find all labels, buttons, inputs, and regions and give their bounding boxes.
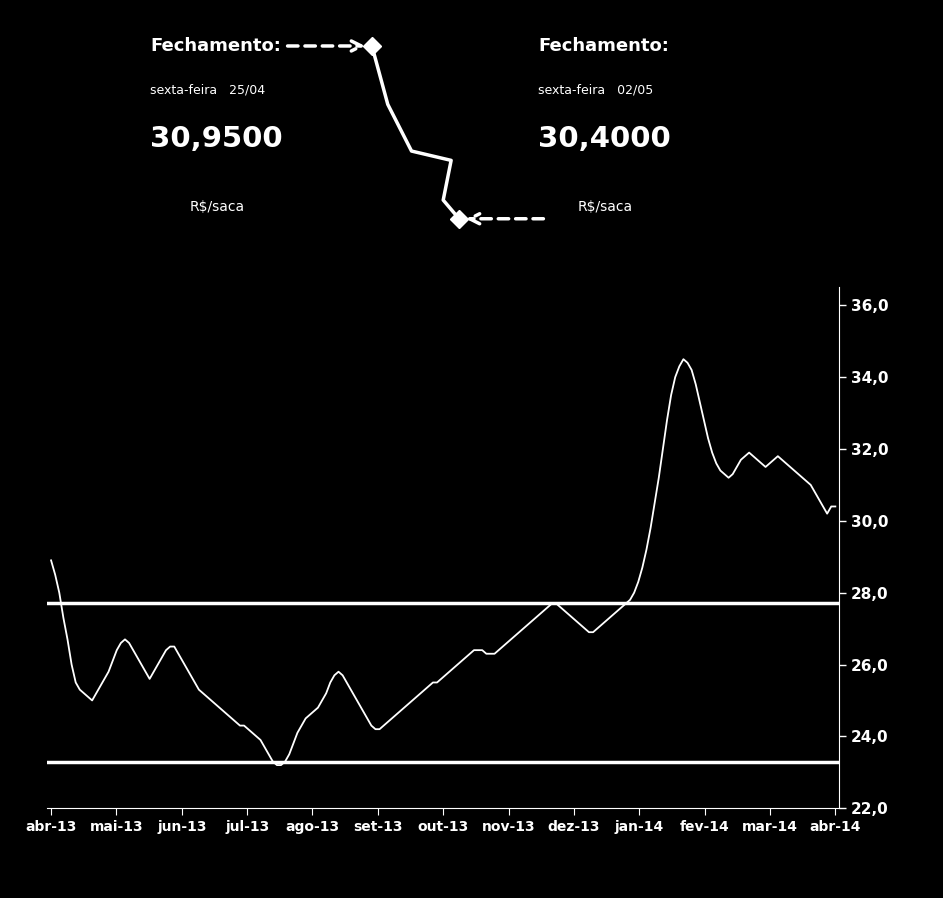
Text: Fechamento:: Fechamento: [538,37,670,55]
Text: 30,4000: 30,4000 [538,126,671,154]
Text: sexta-feira   02/05: sexta-feira 02/05 [538,84,653,96]
Text: sexta-feira   25/04: sexta-feira 25/04 [150,84,265,96]
Text: Fechamento:: Fechamento: [150,37,281,55]
Text: R$/saca: R$/saca [190,200,245,214]
Text: 30,9500: 30,9500 [150,126,283,154]
Text: R$/saca: R$/saca [578,200,633,214]
